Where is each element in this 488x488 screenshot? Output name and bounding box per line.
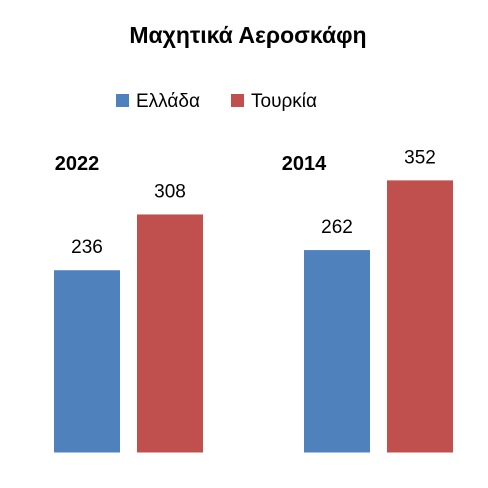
legend-swatch-1	[116, 94, 129, 107]
data-label-2022-series-1: 236	[71, 237, 103, 258]
data-label-2014-series-1: 262	[321, 217, 353, 238]
data-label-2022-series-2: 308	[154, 181, 186, 202]
bar-2014-series-2	[387, 180, 453, 453]
bar-2022-series-1	[54, 270, 120, 453]
category-label-2022: 2022	[55, 153, 100, 175]
legend-label-2: Τουρκία	[251, 91, 317, 112]
category-label-2014: 2014	[282, 153, 327, 175]
bars	[54, 180, 453, 453]
data-labels: 236 308 262 352	[71, 147, 436, 258]
bar-2022-series-2	[137, 214, 203, 453]
legend-swatch-2	[231, 94, 244, 107]
bar-2014-series-1	[304, 250, 370, 453]
legend: Ελλάδα Τουρκία	[116, 91, 317, 112]
chart-title: Μαχητικά Αεροσκάφη	[129, 22, 366, 48]
data-label-2014-series-2: 352	[404, 147, 436, 168]
legend-label-1: Ελλάδα	[136, 91, 200, 112]
category-labels: 2022 2014	[55, 153, 327, 175]
